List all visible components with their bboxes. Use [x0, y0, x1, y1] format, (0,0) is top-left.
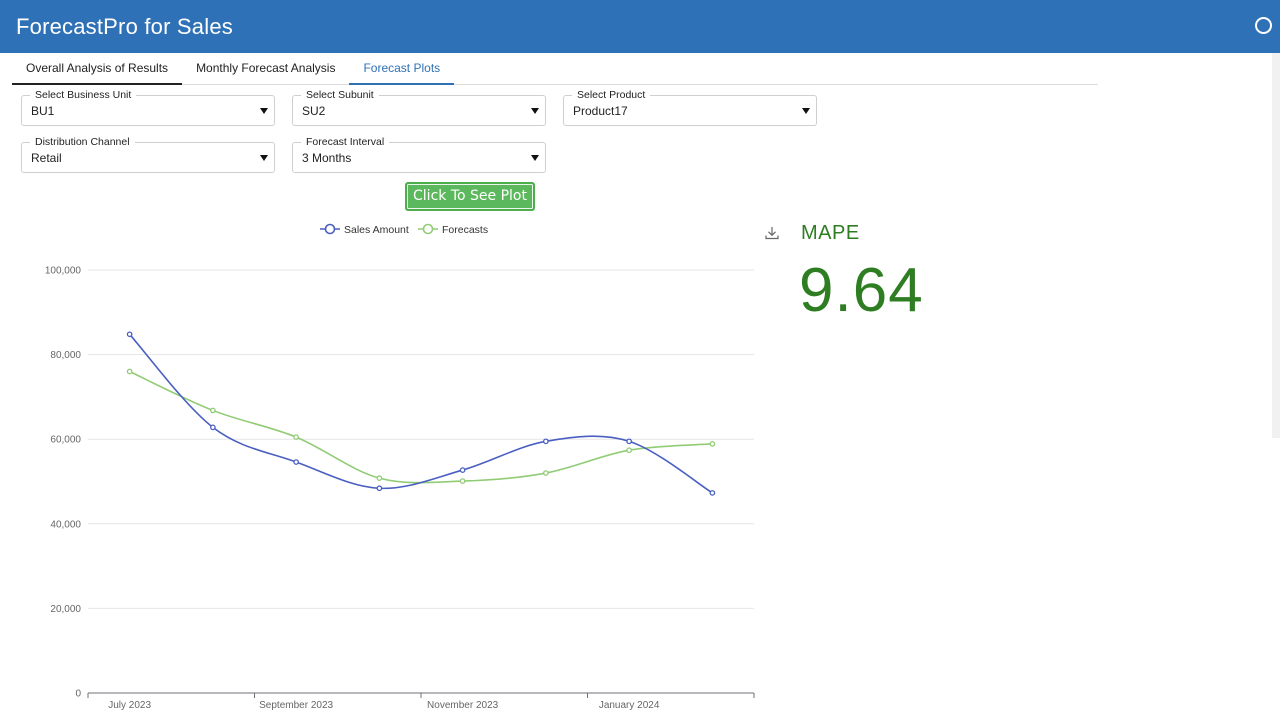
- y-tick-label: 40,000: [50, 519, 81, 530]
- busy-indicator-icon: [1255, 17, 1272, 34]
- data-point-sales-amount: [376, 485, 383, 492]
- tab-monthly-forecast[interactable]: Monthly Forecast Analysis: [196, 61, 336, 75]
- business-unit-select[interactable]: Select Business Unit BU1: [21, 88, 275, 126]
- legend-label-forecasts: Forecasts: [442, 224, 488, 236]
- legend-marker-forecasts: [422, 223, 434, 235]
- legend-marker-sales-amount: [324, 223, 336, 235]
- business-unit-label: Select Business Unit: [30, 88, 137, 102]
- subunit-value: SU2: [302, 104, 326, 118]
- y-tick-label: 60,000: [50, 435, 81, 446]
- distribution-channel-value: Retail: [31, 151, 62, 165]
- app-header: ForecastPro for Sales: [0, 0, 1280, 53]
- y-tick-label: 0: [75, 689, 81, 700]
- tab-bar: Overall Analysis of Results Monthly Fore…: [12, 53, 1098, 85]
- forecast-interval-select[interactable]: Forecast Interval 3 Months: [292, 135, 546, 173]
- data-point-sales-amount: [459, 467, 466, 473]
- tab-overall-analysis[interactable]: Overall Analysis of Results: [12, 53, 183, 85]
- subunit-select[interactable]: Select Subunit SU2: [292, 88, 546, 126]
- data-point-forecasts: [126, 368, 133, 375]
- product-value: Product17: [573, 104, 628, 118]
- data-point-forecasts: [709, 441, 716, 447]
- data-point-sales-amount: [293, 459, 299, 465]
- data-point-sales-amount: [709, 490, 716, 496]
- distribution-channel-label: Distribution Channel: [30, 135, 135, 149]
- scrollbar[interactable]: [1272, 53, 1280, 438]
- product-select[interactable]: Select Product Product17: [563, 88, 817, 126]
- product-label: Select Product: [572, 88, 651, 102]
- tab-forecast-plots[interactable]: Forecast Plots: [349, 53, 455, 85]
- y-tick-label: 80,000: [50, 350, 81, 361]
- series-line-sales-amount: [129, 333, 713, 494]
- data-point-forecasts: [293, 434, 299, 440]
- mape-label: MAPE: [801, 222, 860, 244]
- y-tick-label: 20,000: [50, 604, 81, 615]
- data-point-sales-amount: [626, 438, 632, 445]
- data-point-sales-amount: [543, 438, 549, 445]
- caret-down-icon: [531, 155, 539, 161]
- download-icon[interactable]: [764, 225, 780, 241]
- caret-down-icon: [531, 108, 539, 114]
- data-point-forecasts: [210, 407, 216, 414]
- x-tick-label: September 2023: [259, 700, 333, 711]
- data-point-forecasts: [459, 478, 466, 484]
- y-tick-label: 100,000: [45, 266, 82, 277]
- business-unit-value: BU1: [31, 104, 55, 118]
- x-tick-label: November 2023: [427, 700, 499, 711]
- caret-down-icon: [260, 155, 268, 161]
- series-line-forecasts: [129, 370, 713, 484]
- subunit-label: Select Subunit: [301, 88, 379, 102]
- data-point-forecasts: [626, 447, 632, 454]
- forecast-line-chart: 0 20,000 40,000 60,000 80,000 100,000 July 202…: [45, 223, 755, 711]
- data-point-sales-amount: [210, 424, 216, 431]
- data-point-forecasts: [376, 475, 383, 481]
- see-plot-button[interactable]: Click To See Plot: [405, 182, 535, 211]
- app-title: ForecastPro for Sales: [16, 13, 233, 39]
- data-point-forecasts: [543, 470, 549, 476]
- caret-down-icon: [802, 108, 810, 114]
- x-tick-label: January 2024: [599, 700, 660, 711]
- legend-label-sales-amount: Sales Amount: [344, 224, 409, 236]
- forecast-interval-value: 3 Months: [302, 151, 352, 165]
- distribution-channel-select[interactable]: Distribution Channel Retail: [21, 135, 275, 173]
- x-tick-label: July 2023: [108, 700, 151, 711]
- caret-down-icon: [260, 108, 268, 114]
- mape-value: 9.64: [799, 256, 924, 325]
- forecast-interval-label: Forecast Interval: [301, 135, 390, 149]
- data-point-sales-amount: [126, 331, 133, 338]
